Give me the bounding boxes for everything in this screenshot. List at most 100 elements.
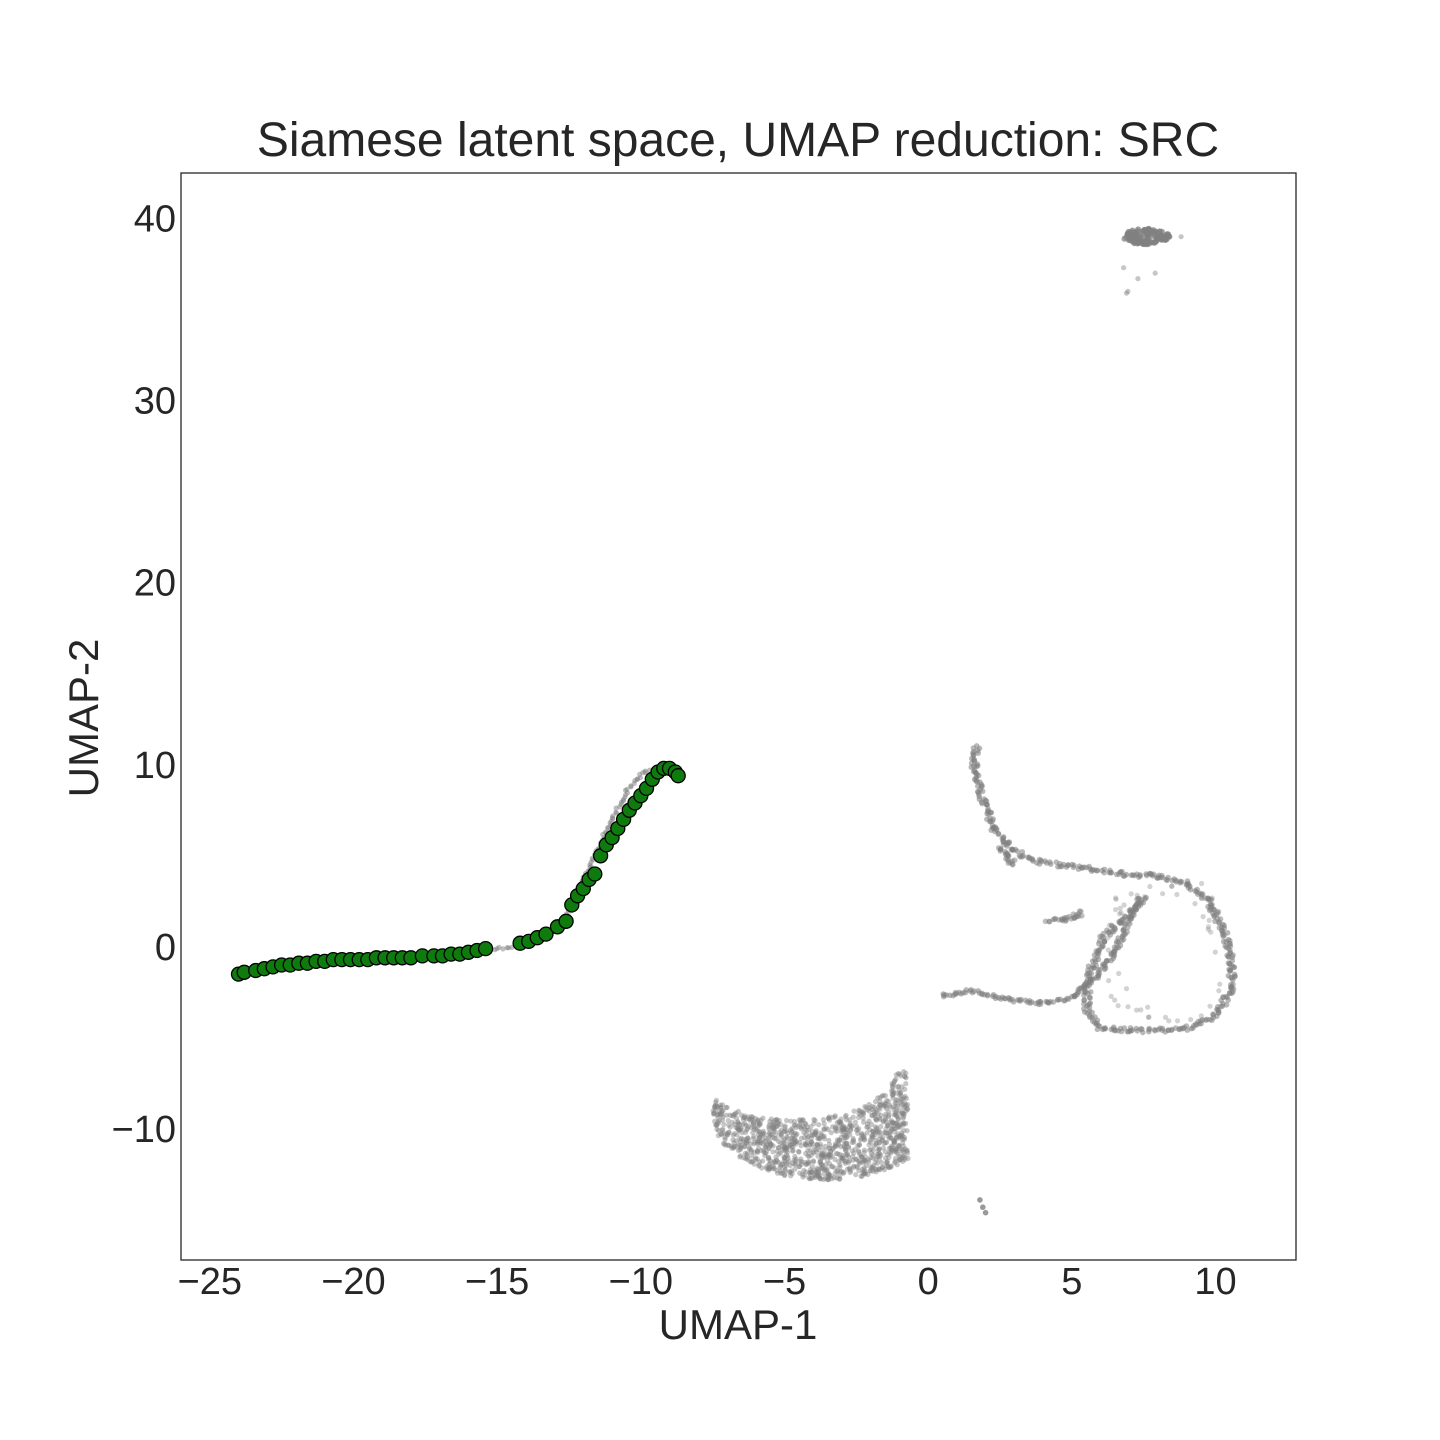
background-point [1115,935,1121,941]
background-point [733,1110,739,1116]
background-point [1152,270,1158,276]
background-point [1128,891,1134,897]
background-point [760,1115,766,1121]
background-point [737,1121,743,1128]
background-point [842,1135,848,1141]
background-point [776,1138,782,1144]
background-point [787,1169,793,1175]
background-point [818,1176,824,1182]
background-point [898,1089,904,1095]
background-point [766,1146,772,1152]
background-point [757,1135,763,1141]
background-point [815,1134,821,1141]
background-point [778,1170,784,1176]
background-point [868,1168,874,1174]
x-tick-label: −10 [609,1261,673,1303]
background-point [1131,905,1138,911]
background-point [720,1140,727,1147]
background-point [862,1169,868,1175]
background-point [884,1130,890,1136]
background-point [1076,908,1083,914]
background-point [873,1142,879,1148]
background-point [760,1128,767,1134]
background-point [813,1129,819,1136]
background-point [871,1143,877,1149]
background-point [816,1147,822,1153]
background-point [895,1131,901,1137]
background-point [771,1135,778,1141]
background-point [849,1139,855,1145]
background-point [842,1124,848,1131]
background-point [714,1105,720,1111]
background-point [1229,990,1235,997]
background-point [1205,924,1212,930]
background-point [832,1114,838,1120]
background-point [894,1113,900,1120]
background-point [746,1145,752,1151]
background-point [1130,238,1137,245]
background-point [766,1162,772,1168]
background-point [756,1138,762,1144]
background-point [792,1166,798,1172]
background-point [822,1143,828,1149]
background-point [824,1157,831,1164]
background-point [902,1155,908,1161]
background-point [748,1118,754,1124]
background-point [873,1140,880,1146]
background-point [1174,891,1180,898]
background-point [806,1160,812,1166]
background-point [757,1129,763,1135]
background-point [722,1142,728,1148]
background-point [786,1144,792,1150]
background-point [749,1114,756,1120]
background-point [857,1159,863,1165]
background-point [882,1093,889,1099]
background-point [891,1079,897,1085]
background-point [891,1129,897,1135]
background-point [786,1158,792,1164]
background-point [642,768,648,774]
background-point [863,1158,869,1164]
background-point [748,1116,754,1122]
background-point [803,1169,809,1175]
background-point [810,1158,817,1164]
background-point [741,1138,747,1144]
background-point [837,1176,843,1182]
background-point [872,1160,878,1166]
background-point [1143,894,1149,901]
background-point [738,1145,744,1151]
background-point [834,1120,840,1126]
background-point [1225,953,1231,960]
background-point [1164,877,1170,884]
background-point [857,1152,863,1158]
background-point [809,1164,816,1170]
background-point [1106,922,1113,928]
background-point [813,1169,819,1175]
background-point [768,1142,774,1148]
background-point [774,1117,780,1123]
background-point [1097,966,1103,973]
background-point [1099,867,1105,874]
background-point [779,1143,785,1149]
background-point [895,1071,901,1077]
y-tick-label: 40 [134,199,176,241]
background-point [894,1108,900,1114]
background-point [718,1132,725,1138]
background-point [713,1122,719,1128]
background-point [809,1139,815,1145]
background-point [882,1155,889,1161]
background-point [886,1130,892,1136]
background-point [794,1131,800,1137]
background-point [731,1113,737,1119]
background-point [995,830,1002,837]
background-point [1208,901,1214,907]
background-point [781,1172,788,1179]
background-point [869,1133,875,1139]
background-point [769,1125,775,1131]
background-point [1111,924,1118,931]
background-point [1145,1004,1151,1010]
background-point [901,1127,907,1134]
background-point [1092,1014,1098,1020]
background-point [847,1166,853,1172]
background-point [888,1119,894,1125]
